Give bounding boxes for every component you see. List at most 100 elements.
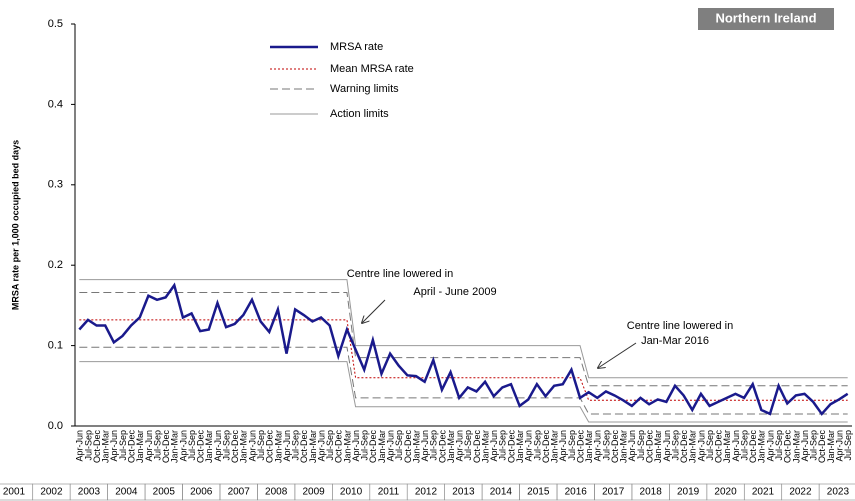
series-line: [78, 282, 849, 416]
year-cell: [818, 483, 855, 501]
x-tick-label: Jul-Sep: [705, 430, 715, 461]
x-tick-label: Jan-Mar: [411, 430, 421, 463]
year-label: 2001: [3, 487, 26, 498]
x-tick-label: Oct-Dec: [265, 430, 275, 464]
x-tick-label: Jan-Mar: [688, 430, 698, 463]
x-tick-label: Jan-Mar: [791, 430, 801, 463]
legend-label: Warning limits: [330, 83, 399, 95]
x-tick-label: Apr-Jun: [247, 430, 257, 462]
x-tick-label: Jan-Mar: [204, 430, 214, 463]
x-tick-label: Apr-Jun: [731, 430, 741, 462]
x-tick-label: Oct-Dec: [506, 430, 516, 464]
x-tick-label: Apr-Jun: [696, 430, 706, 462]
x-tick-label: Jul-Sep: [360, 430, 370, 461]
year-label: 2016: [565, 487, 588, 498]
x-tick-label: Oct-Dec: [368, 430, 378, 464]
x-tick-label: Jan-Mar: [480, 430, 490, 463]
x-tick-label: Oct-Dec: [92, 430, 102, 464]
year-label: 2004: [115, 487, 138, 498]
year-label: 2013: [452, 487, 475, 498]
x-tick-label: Jul-Sep: [498, 430, 508, 461]
x-tick-label: Apr-Jun: [420, 430, 430, 462]
x-tick-label: Jul-Sep: [187, 430, 197, 461]
year-label: 2021: [752, 487, 775, 498]
annotation: Centre line lowered in: [627, 320, 733, 332]
x-tick-label: Jul-Sep: [83, 430, 93, 461]
y-axis-label: MRSA rate per 1,000 occupied bed days: [10, 140, 20, 310]
annotation-arrow: [598, 342, 637, 368]
x-tick-label: Jul-Sep: [325, 430, 335, 461]
badge-box: [698, 8, 834, 30]
x-tick-label: Oct-Dec: [472, 430, 482, 464]
x-tick-label: Apr-Jun: [213, 430, 223, 462]
year-label: 2002: [40, 487, 63, 498]
badge: Northern Ireland: [715, 10, 816, 25]
year-label: 2008: [265, 487, 288, 498]
x-tick-label: Oct-Dec: [714, 430, 724, 464]
x-tick-label: Jul-Sep: [394, 430, 404, 461]
x-tick-label: Apr-Jun: [524, 430, 534, 462]
annotation: Jan-Mar 2016: [641, 335, 709, 347]
x-tick-label: Jul-Sep: [118, 430, 128, 461]
year-label: 2020: [714, 487, 737, 498]
year-label: 2010: [340, 487, 363, 498]
x-tick-label: Apr-Jun: [316, 430, 326, 462]
x-tick-label: Oct-Dec: [541, 430, 551, 464]
x-tick-label: Jul-Sep: [567, 430, 577, 461]
series-line: [79, 361, 848, 423]
x-tick-label: Jan-Mar: [239, 430, 249, 463]
y-tick-label: 0.0: [48, 420, 63, 432]
x-tick-label: Oct-Dec: [299, 430, 309, 464]
x-tick-label: Oct-Dec: [403, 430, 413, 464]
x-tick-label: Jul-Sep: [601, 430, 611, 461]
x-tick-label: Jan-Mar: [308, 430, 318, 463]
x-tick-label: Jul-Sep: [809, 430, 819, 461]
x-tick-label: Jan-Mar: [135, 430, 145, 463]
year-label: 2017: [602, 487, 625, 498]
series-line: [79, 346, 848, 415]
x-tick-label: Apr-Jun: [558, 430, 568, 462]
year-label: 2006: [190, 487, 213, 498]
x-tick-label: Oct-Dec: [161, 430, 171, 464]
legend-label: Action limits: [330, 108, 389, 120]
legend-label: Mean MRSA rate: [330, 63, 414, 75]
x-tick-label: Apr-Jun: [351, 430, 361, 462]
series-line: [79, 279, 848, 379]
x-tick-label: Oct-Dec: [126, 430, 136, 464]
x-tick-label: Jan-Mar: [342, 430, 352, 463]
x-tick-label: Jul-Sep: [636, 430, 646, 461]
x-tick-label: Jan-Mar: [619, 430, 629, 463]
x-tick-label: Oct-Dec: [575, 430, 585, 464]
x-tick-label: Jul-Sep: [843, 430, 853, 461]
x-tick-label: Jan-Mar: [101, 430, 111, 463]
x-tick-label: Jul-Sep: [291, 430, 301, 461]
y-tick-label: 0.2: [48, 259, 63, 271]
x-tick-label: Oct-Dec: [817, 430, 827, 464]
legend-label: MRSA rate: [330, 41, 383, 53]
x-tick-label: Jul-Sep: [429, 430, 439, 461]
x-tick-label: Apr-Jun: [178, 430, 188, 462]
x-tick-label: Oct-Dec: [679, 430, 689, 464]
x-tick-label: Jul-Sep: [532, 430, 542, 461]
year-label: 2007: [228, 487, 251, 498]
annotation: Centre line lowered in: [347, 268, 453, 280]
x-tick-label: Oct-Dec: [196, 430, 206, 464]
x-tick-label: Oct-Dec: [230, 430, 240, 464]
x-tick-label: Jan-Mar: [826, 430, 836, 463]
y-tick-label: 0.4: [48, 98, 63, 110]
year-label: 2012: [415, 487, 438, 498]
y-tick-label: 0.3: [48, 179, 63, 191]
x-tick-label: Jan-Mar: [757, 430, 767, 463]
x-tick-label: Jan-Mar: [273, 430, 283, 463]
x-tick-label: Jul-Sep: [463, 430, 473, 461]
x-tick-label: Jan-Mar: [515, 430, 525, 463]
x-tick-label: Apr-Jun: [765, 430, 775, 462]
x-tick-label: Oct-Dec: [610, 430, 620, 464]
x-tick-label: Jan-Mar: [170, 430, 180, 463]
series-line: [79, 319, 848, 401]
x-tick-label: Jul-Sep: [774, 430, 784, 461]
year-label: 2019: [677, 487, 700, 498]
annotation: April - June 2009: [413, 286, 496, 298]
x-tick-label: Jul-Sep: [221, 430, 231, 461]
